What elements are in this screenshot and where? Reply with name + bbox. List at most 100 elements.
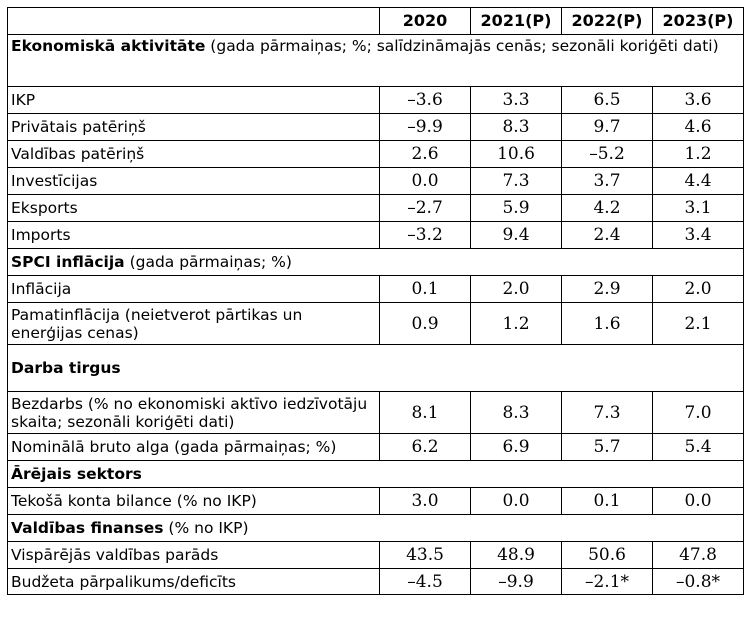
value-cell: 9.4 bbox=[470, 221, 562, 249]
section-row-labour: Darba tirgus bbox=[7, 344, 744, 392]
row-label: Tekošā konta bilance (% no IKP) bbox=[7, 487, 380, 515]
value-cell: 1.2 bbox=[470, 302, 562, 345]
section-note-economic: (gada pārmaiņas; %; salīdzināmajās cenās… bbox=[205, 37, 719, 55]
value-cell: 2.6 bbox=[379, 140, 471, 168]
section-title-government: Valdības finanses bbox=[11, 519, 164, 537]
value-cell: 3.7 bbox=[561, 167, 653, 195]
value-cell: 1.6 bbox=[561, 302, 653, 345]
header-year-2023: 2023(P) bbox=[652, 7, 744, 35]
row-label: Pamatinflācija (neietverot pārtikas un e… bbox=[7, 302, 380, 345]
value-cell: 0.0 bbox=[379, 167, 471, 195]
table-row-private-consumption: Privātais patēriņš –9.9 8.3 9.7 4.6 bbox=[7, 113, 744, 141]
value-cell: 9.7 bbox=[561, 113, 653, 141]
value-cell: –9.9 bbox=[379, 113, 471, 141]
value-cell: 0.1 bbox=[561, 487, 653, 515]
section-title-external: Ārējais sektors bbox=[11, 465, 142, 483]
value-cell: –3.6 bbox=[379, 86, 471, 114]
section-row-external: Ārējais sektors bbox=[7, 460, 744, 488]
value-cell: 1.2 bbox=[652, 140, 744, 168]
value-cell: –5.2 bbox=[561, 140, 653, 168]
value-cell: 10.6 bbox=[470, 140, 562, 168]
value-cell: 2.1 bbox=[652, 302, 744, 345]
value-cell: 2.0 bbox=[470, 275, 562, 303]
table-row-budget-balance: Budžeta pārpalikums/deficīts –4.5 –9.9 –… bbox=[7, 568, 744, 595]
row-label: Budžeta pārpalikums/deficīts bbox=[7, 568, 380, 595]
value-cell: 0.1 bbox=[379, 275, 471, 303]
section-note-government: (% no IKP) bbox=[163, 519, 249, 537]
row-label: Valdības patēriņš bbox=[7, 140, 380, 168]
value-cell: 8.1 bbox=[379, 391, 471, 434]
section-title-labour: Darba tirgus bbox=[11, 359, 121, 377]
table-row-gov-debt: Vispārējās valdības parāds 43.5 48.9 50.… bbox=[7, 541, 744, 569]
value-cell: 50.6 bbox=[561, 541, 653, 569]
table-row-unemployment: Bezdarbs (% no ekonomiski aktīvo iedzīvo… bbox=[7, 391, 744, 434]
value-cell: 3.6 bbox=[652, 86, 744, 114]
value-cell: 2.0 bbox=[652, 275, 744, 303]
value-cell: 3.0 bbox=[379, 487, 471, 515]
value-cell: 3.1 bbox=[652, 194, 744, 222]
section-heading-labour: Darba tirgus bbox=[7, 344, 744, 392]
value-cell: 4.6 bbox=[652, 113, 744, 141]
table-row-investment: Investīcijas 0.0 7.3 3.7 4.4 bbox=[7, 167, 744, 195]
header-year-2021: 2021(P) bbox=[470, 7, 562, 35]
table-row-inflation: Inflācija 0.1 2.0 2.9 2.0 bbox=[7, 275, 744, 303]
value-cell: 6.5 bbox=[561, 86, 653, 114]
header-year-2020: 2020 bbox=[379, 7, 471, 35]
table-row-imports: Imports –3.2 9.4 2.4 3.4 bbox=[7, 221, 744, 249]
value-cell: –3.2 bbox=[379, 221, 471, 249]
section-heading-government: Valdības finanses (% no IKP) bbox=[7, 514, 744, 542]
section-row-government: Valdības finanses (% no IKP) bbox=[7, 514, 744, 542]
row-label: Imports bbox=[7, 221, 380, 249]
section-heading-external: Ārējais sektors bbox=[7, 460, 744, 488]
value-cell: 6.2 bbox=[379, 433, 471, 461]
section-title-economic: Ekonomiskā aktivitāte bbox=[11, 37, 206, 55]
row-label: Nominālā bruto alga (gada pārmaiņas; %) bbox=[7, 433, 380, 461]
section-heading-hicp: SPCI inflācija (gada pārmaiņas; %) bbox=[7, 248, 744, 276]
table-row-current-account: Tekošā konta bilance (% no IKP) 3.0 0.0 … bbox=[7, 487, 744, 515]
section-title-hicp: SPCI inflācija bbox=[11, 253, 125, 271]
row-label: IKP bbox=[7, 86, 380, 114]
value-cell: 7.3 bbox=[561, 391, 653, 434]
value-cell: 3.3 bbox=[470, 86, 562, 114]
header-corner-cell bbox=[7, 7, 380, 35]
value-cell: –2.1* bbox=[561, 568, 653, 595]
value-cell: –2.7 bbox=[379, 194, 471, 222]
row-label: Eksports bbox=[7, 194, 380, 222]
value-cell: 43.5 bbox=[379, 541, 471, 569]
section-row-economic: Ekonomiskā aktivitāte (gada pārmaiņas; %… bbox=[7, 34, 744, 87]
value-cell: 7.0 bbox=[652, 391, 744, 434]
table-row-government-consumption: Valdības patēriņš 2.6 10.6 –5.2 1.2 bbox=[7, 140, 744, 168]
section-note-hicp: (gada pārmaiņas; %) bbox=[124, 253, 292, 271]
table-row-core-inflation: Pamatinflācija (neietverot pārtikas un e… bbox=[7, 302, 744, 345]
table-row-wage: Nominālā bruto alga (gada pārmaiņas; %) … bbox=[7, 433, 744, 461]
value-cell: 5.7 bbox=[561, 433, 653, 461]
value-cell: 4.2 bbox=[561, 194, 653, 222]
row-label: Vispārējās valdības parāds bbox=[7, 541, 380, 569]
value-cell: 5.9 bbox=[470, 194, 562, 222]
header-year-2022: 2022(P) bbox=[561, 7, 653, 35]
forecast-table: 2020 2021(P) 2022(P) 2023(P) Ekonomiskā … bbox=[7, 7, 744, 595]
value-cell: 0.0 bbox=[652, 487, 744, 515]
table-row-exports: Eksports –2.7 5.9 4.2 3.1 bbox=[7, 194, 744, 222]
row-label: Inflācija bbox=[7, 275, 380, 303]
value-cell: 0.0 bbox=[470, 487, 562, 515]
section-row-hicp: SPCI inflācija (gada pārmaiņas; %) bbox=[7, 248, 744, 276]
row-label: Privātais patēriņš bbox=[7, 113, 380, 141]
value-cell: 3.4 bbox=[652, 221, 744, 249]
value-cell: 4.4 bbox=[652, 167, 744, 195]
value-cell: 0.9 bbox=[379, 302, 471, 345]
value-cell: 7.3 bbox=[470, 167, 562, 195]
table-row-gdp: IKP –3.6 3.3 6.5 3.6 bbox=[7, 86, 744, 114]
header-row: 2020 2021(P) 2022(P) 2023(P) bbox=[7, 7, 744, 35]
value-cell: 48.9 bbox=[470, 541, 562, 569]
value-cell: 47.8 bbox=[652, 541, 744, 569]
row-label: Investīcijas bbox=[7, 167, 380, 195]
value-cell: –9.9 bbox=[470, 568, 562, 595]
value-cell: 6.9 bbox=[470, 433, 562, 461]
value-cell: –0.8* bbox=[652, 568, 744, 595]
value-cell: 2.9 bbox=[561, 275, 653, 303]
section-heading-economic: Ekonomiskā aktivitāte (gada pārmaiņas; %… bbox=[7, 34, 744, 87]
value-cell: –4.5 bbox=[379, 568, 471, 595]
value-cell: 8.3 bbox=[470, 113, 562, 141]
